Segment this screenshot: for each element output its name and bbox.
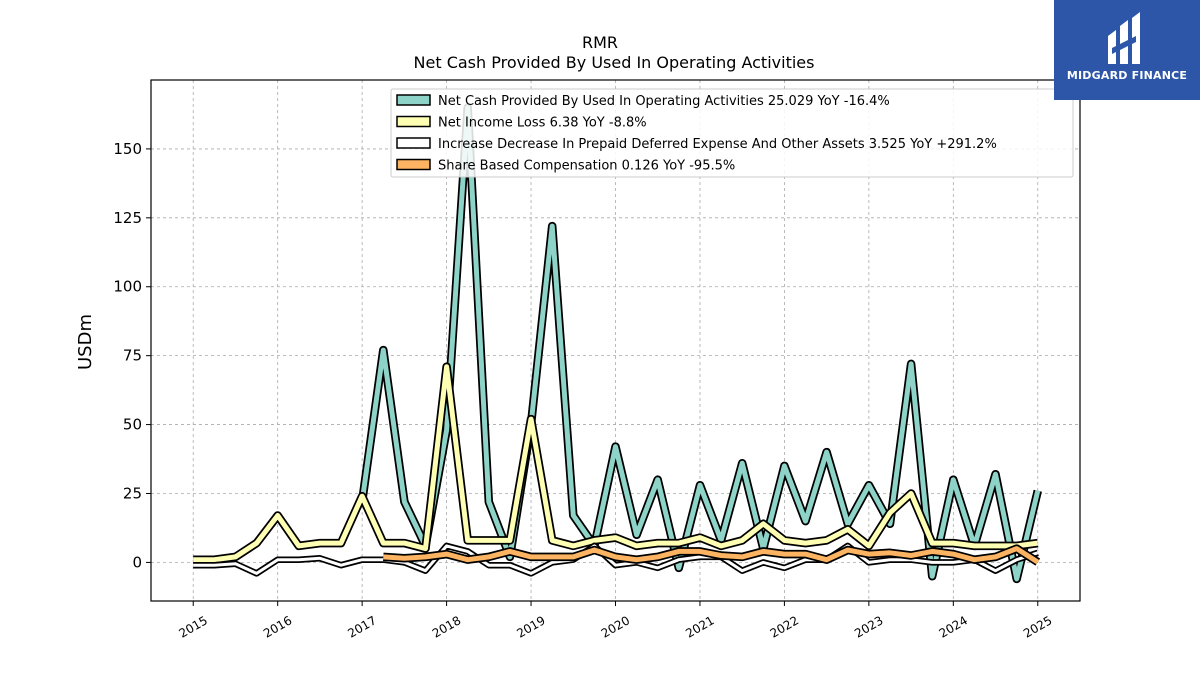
brand-logo: MIDGARD FINANCE [1054, 0, 1200, 100]
y-tick-label: 25 [123, 484, 142, 502]
y-tick-label: 50 [123, 416, 142, 434]
x-tick-label: 2023 [852, 613, 885, 640]
y-tick-label: 125 [113, 209, 142, 227]
legend-label: Net Cash Provided By Used In Operating A… [438, 94, 890, 109]
legend-swatch [396, 115, 431, 128]
x-tick-label: 2025 [1021, 613, 1054, 640]
brand-name: MIDGARD FINANCE [1066, 69, 1188, 82]
brand-logo-icon [1108, 12, 1140, 64]
x-tick-label: 2018 [430, 613, 463, 640]
y-tick-label: 0 [132, 553, 142, 571]
legend-label: Net Income Loss 6.38 YoY -8.8% [438, 116, 647, 131]
legend-label: Increase Decrease In Prepaid Deferred Ex… [438, 137, 997, 152]
y-tick-label: 100 [113, 278, 142, 296]
legend-box [390, 88, 1074, 178]
x-tick-label: 2017 [345, 613, 378, 640]
y-axis-ticks: 0 25 50 75 100 125 150 [113, 140, 151, 571]
y-tick-label: 75 [123, 347, 142, 365]
series-line-share-based-compensation [383, 546, 1040, 565]
series-layer [193, 103, 1042, 584]
series-line-net-cash-provided-by-used-in-operating-activities [359, 105, 1041, 582]
x-tick-label: 2024 [937, 613, 970, 640]
x-tick-label: 2019 [514, 613, 547, 640]
legend-swatch [396, 94, 431, 106]
legend-swatch [396, 137, 431, 149]
series-line-increase-decrease-in-prepaid-deferred-expense-and-other-assets [193, 544, 1039, 575]
y-tick-label: 150 [113, 140, 142, 158]
x-tick-label: 2015 [177, 613, 210, 640]
series-line-net-income-loss [193, 364, 1039, 563]
x-tick-label: 2022 [768, 613, 801, 640]
x-tick-label: 2021 [683, 613, 716, 640]
x-tick-label: 2020 [599, 613, 632, 640]
chart-title: RMR [582, 33, 618, 52]
legend-label: Share Based Compensation 0.126 YoY -95.5… [438, 159, 735, 174]
legend: Net Cash Provided By Used In Operating A… [390, 88, 1074, 178]
x-tick-label: 2016 [261, 613, 294, 640]
x-axis-ticks: 2015 2016 2017 2018 2019 2020 2021 2022 2023 2024… [177, 601, 1054, 641]
chart-subtitle: Net Cash Provided By Used In Operating A… [414, 53, 815, 72]
legend-swatch [396, 158, 431, 171]
y-axis-label: USDm [75, 314, 96, 370]
